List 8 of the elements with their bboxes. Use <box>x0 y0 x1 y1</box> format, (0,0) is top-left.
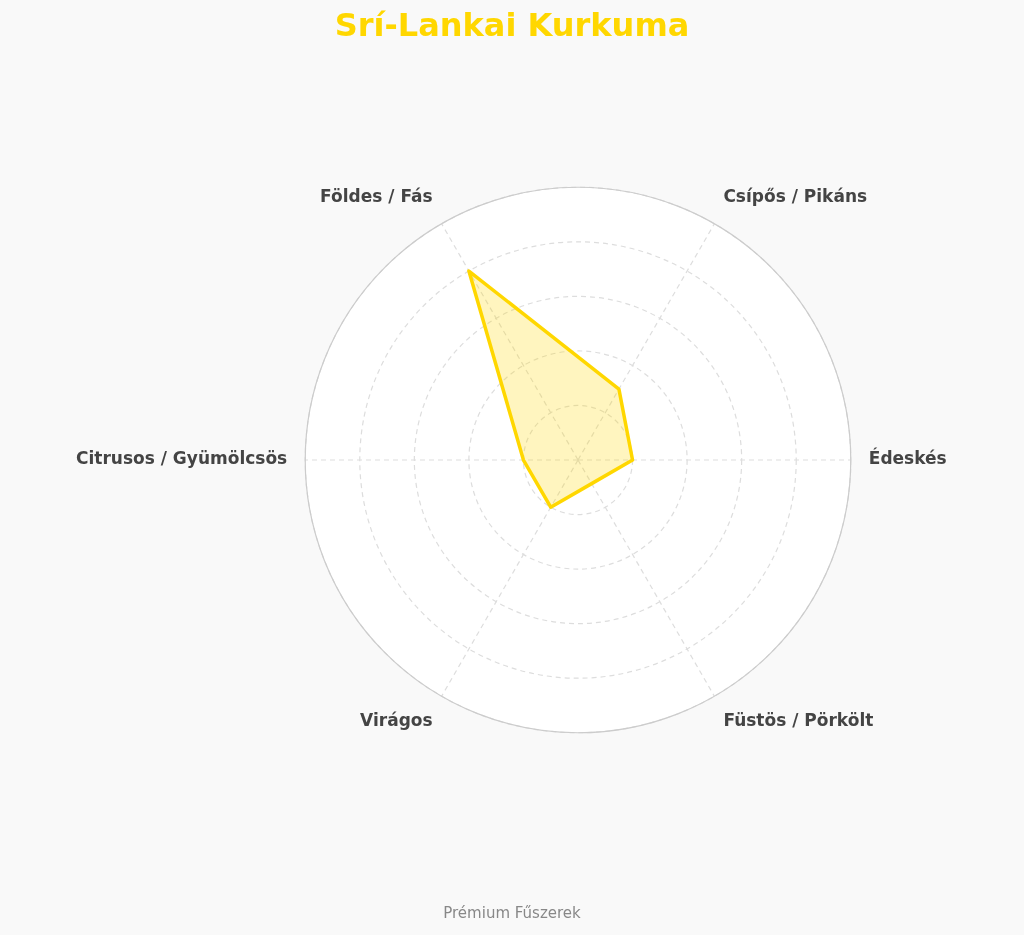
spoke-label: Citrusos / Gyümölcsös <box>76 448 288 469</box>
spoke-label: Virágos <box>360 710 433 731</box>
chart-title: Srí-Lankai Kurkuma <box>333 6 691 44</box>
spoke-label: Csípős / Pikáns <box>723 186 868 207</box>
spoke-label: Édeskés <box>868 447 947 469</box>
spoke-label: Füstös / Pörkölt <box>723 710 874 731</box>
text: Prémium Fűszerek <box>442 904 582 922</box>
spoke-label: Földes / Fás <box>320 186 433 207</box>
